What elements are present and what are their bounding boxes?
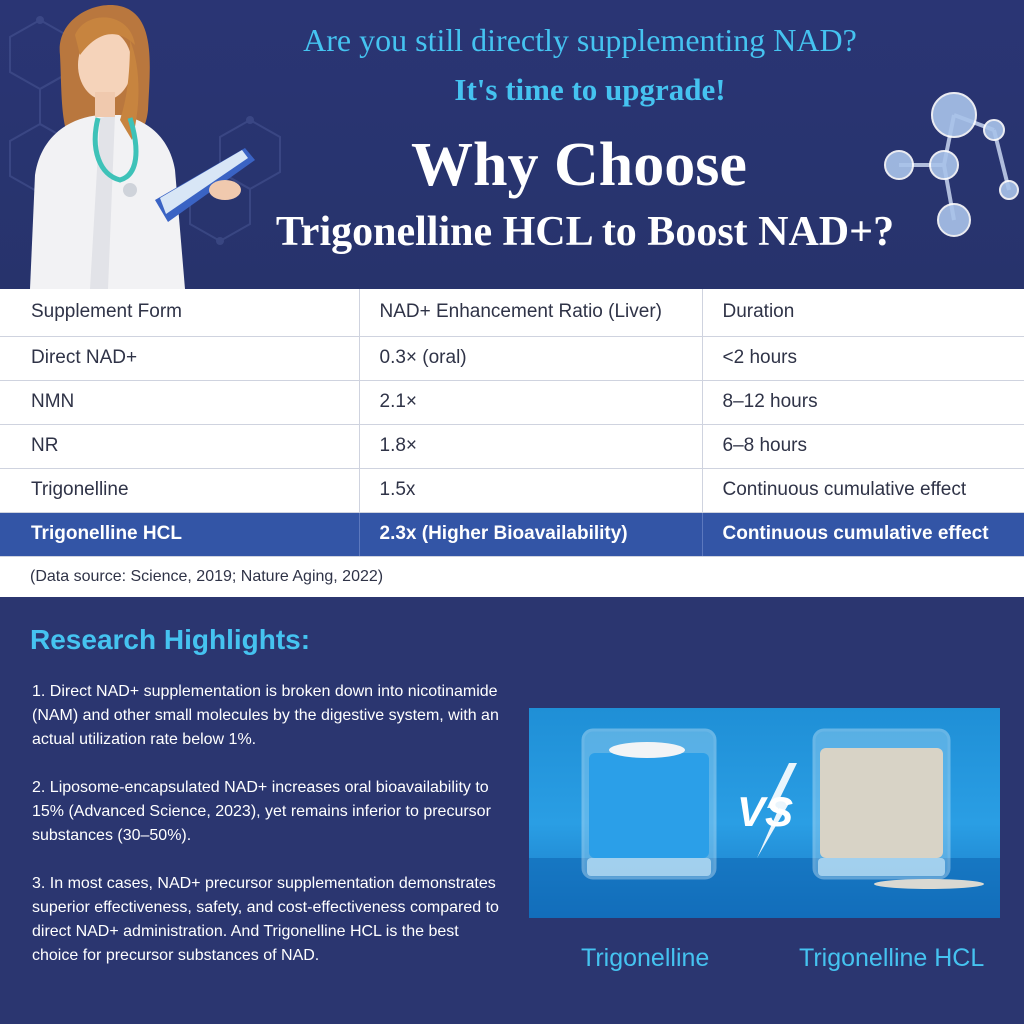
upgrade-heading: It's time to upgrade!	[454, 72, 726, 107]
right-glass	[812, 728, 984, 889]
table-row: Direct NAD+ 0.3× (oral) <2 hours	[0, 336, 1024, 381]
question-heading: Are you still directly supplementing NAD…	[303, 22, 857, 58]
data-source-note: (Data source: Science, 2019; Nature Agin…	[30, 568, 384, 585]
table-cell: 1.8×	[359, 424, 703, 469]
research-title: Research Highlights:	[30, 624, 311, 655]
table-cell: 2.3x (Higher Bioavailability)	[359, 512, 703, 557]
vs-label: VS	[737, 788, 793, 835]
left-image-label: Trigonelline	[581, 944, 710, 972]
table-cell: Trigonelline	[0, 468, 360, 513]
table-cell: NMN	[0, 380, 360, 425]
page-subtitle: Trigonelline HCL to Boost NAD+?	[275, 209, 895, 255]
table-row: NR 1.8× 6–8 hours	[0, 424, 1024, 469]
glasses-illustration: VS	[529, 728, 1000, 918]
highlighted-table-row: Trigonelline HCL 2.3x (Higher Bioavailab…	[0, 512, 1024, 557]
table-cell: Continuous cumulative effect	[702, 468, 1024, 513]
table-header-cell: NAD+ Enhancement Ratio (Liver)	[359, 289, 703, 337]
molecule-image	[884, 92, 1019, 237]
right-image-label: Trigonelline HCL	[799, 944, 985, 972]
table-cell: 8–12 hours	[702, 380, 1024, 425]
page-title: Why Choose	[411, 131, 747, 199]
table-header-cell: Duration	[702, 289, 1024, 337]
comparison-table: Supplement Form NAD+ Enhancement Ratio (…	[0, 289, 1024, 557]
table-cell: 6–8 hours	[702, 424, 1024, 469]
comparison-image: VS	[529, 708, 1000, 918]
table-cell: <2 hours	[702, 336, 1024, 381]
table-row: NMN 2.1× 8–12 hours	[0, 380, 1024, 425]
table-cell: 1.5x	[359, 468, 703, 513]
table-cell: 2.1×	[359, 380, 703, 425]
table-header-cell: Supplement Form	[0, 289, 360, 337]
research-point: 1. Direct NAD+ supplementation is broken…	[32, 683, 499, 748]
hero-banner: Are you still directly supplementing NAD…	[0, 0, 1024, 289]
research-point: 2. Liposome-encapsulated NAD+ increases …	[32, 779, 491, 844]
table-cell: Trigonelline HCL	[0, 512, 360, 557]
left-glass	[581, 728, 717, 880]
research-point: 3. In most cases, NAD+ precursor supplem…	[32, 875, 499, 964]
table-cell: Direct NAD+	[0, 336, 360, 381]
table-header-row: Supplement Form NAD+ Enhancement Ratio (…	[0, 289, 1024, 337]
doctor-image	[30, 5, 255, 289]
comparison-table-section: Supplement Form NAD+ Enhancement Ratio (…	[0, 289, 1024, 597]
table-cell: NR	[0, 424, 360, 469]
table-cell: 0.3× (oral)	[359, 336, 703, 381]
table-row: Trigonelline 1.5x Continuous cumulative …	[0, 468, 1024, 513]
table-cell: Continuous cumulative effect	[702, 512, 1024, 557]
